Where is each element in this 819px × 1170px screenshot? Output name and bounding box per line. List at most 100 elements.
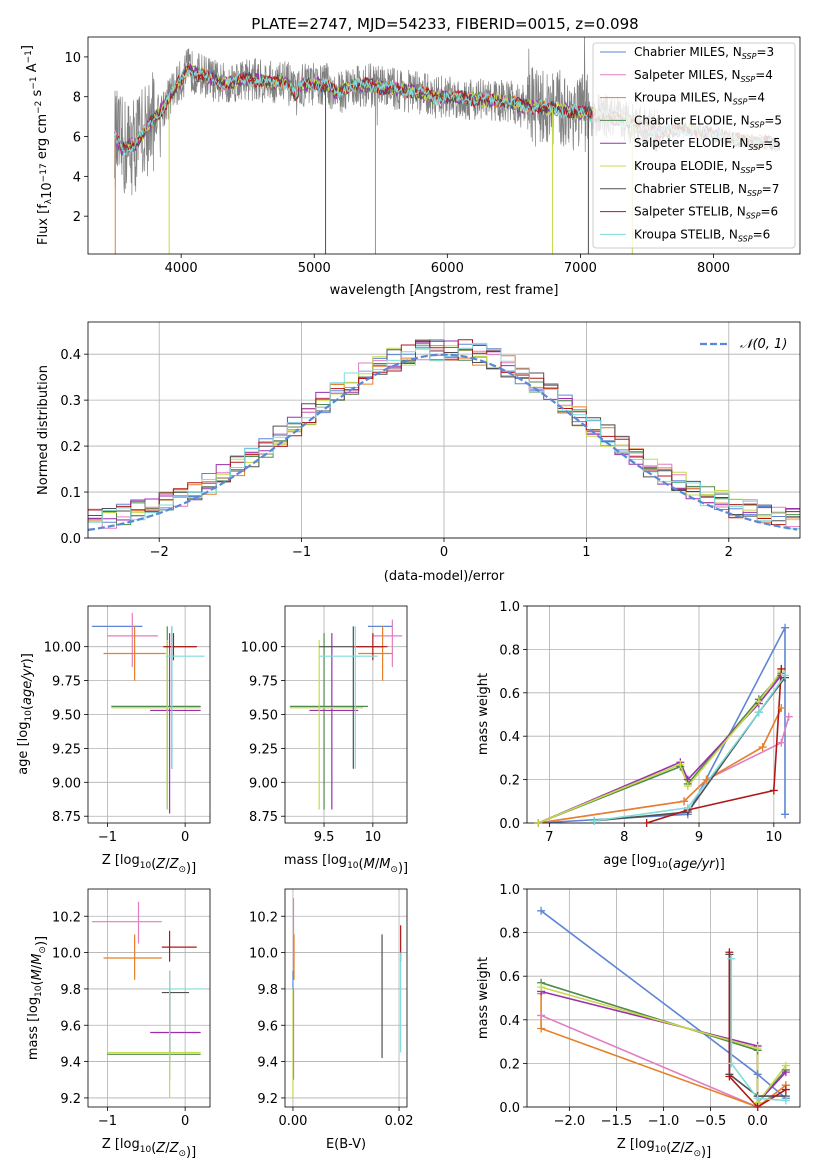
series-marker	[753, 1070, 762, 1079]
series-line-krou_elodie	[537, 670, 782, 823]
series-marker	[781, 623, 790, 632]
label-part: )]	[398, 861, 408, 876]
label-part: −2	[34, 101, 44, 114]
series-marker	[754, 708, 763, 717]
series-marker	[777, 664, 786, 673]
label-part: erg cm	[35, 114, 50, 163]
axes-frame	[87, 36, 801, 255]
legend-box	[592, 42, 796, 249]
legend-label: Salpeter STELIB, NSSP=6	[634, 205, 778, 221]
label-part: )]	[701, 1145, 711, 1160]
y-axis-label: age [log10(age/yr)]	[16, 653, 35, 775]
x-tick-label: 7000	[564, 261, 597, 276]
legend-sub: SSP	[733, 98, 748, 107]
y-tick-label: 9.6	[257, 1019, 278, 1034]
y-tick-label: 0.6	[499, 970, 520, 985]
y-tick-label: 8	[73, 91, 81, 106]
series-line-salp_elodie	[537, 674, 782, 823]
axes-frame	[87, 605, 211, 824]
x-tick-label: 8000	[697, 261, 730, 276]
label-part: Z [log	[102, 853, 140, 868]
y-axis-label: mass weight	[476, 673, 491, 755]
label-part: −1	[29, 76, 39, 89]
label-part: )]	[20, 653, 35, 663]
x-tick-label: 10	[766, 830, 783, 845]
label-part: mass [log	[284, 853, 347, 868]
series-marker	[642, 819, 651, 827]
x-tick-label: 8	[620, 830, 628, 845]
plot-area	[88, 339, 800, 531]
plot-area	[537, 627, 790, 823]
label-part: −17	[39, 163, 49, 182]
legend-sub: SSP	[741, 75, 756, 84]
x-tick-label: −1.0	[648, 1114, 680, 1129]
y-tick-label: 9.2	[257, 1092, 278, 1107]
spectrum-plot: 4000 5000 6000 7000 8000 2 4 6 8 10 wavelength [An…	[20, 36, 801, 298]
label-part: Z	[684, 1141, 695, 1156]
axes-frame	[526, 888, 801, 1108]
y-tick-label: 1.0	[499, 883, 520, 898]
legend-sub: SSP	[750, 120, 765, 129]
label-part: Z	[169, 1141, 180, 1156]
x-axis-label: Z [log10(Z/Z⊙)]	[102, 1137, 196, 1160]
x-tick-label: 0	[440, 545, 448, 560]
y-tick-label: 0.0	[499, 1101, 520, 1116]
label-part: ⊙	[693, 1149, 701, 1159]
x-tick-label: 9.5	[314, 830, 335, 845]
axes-frame	[526, 605, 801, 824]
label-part: M	[30, 954, 45, 965]
series-marker	[753, 1044, 762, 1053]
label-part: 10	[347, 861, 359, 871]
series-marker	[725, 948, 734, 957]
x-axis-label: Z [log10(Z/Z⊙)]	[617, 1137, 711, 1160]
series-marker	[683, 782, 692, 791]
y-tick-label: 9.8	[257, 983, 278, 998]
x-tick-label: −1	[98, 1114, 117, 1129]
legend-text: =3	[756, 45, 774, 59]
x-tick-label: 1	[582, 545, 590, 560]
y-tick-label: 0.2	[499, 774, 520, 789]
series-marker	[534, 819, 543, 827]
legend-label: Kroupa MILES, NSSP=4	[634, 91, 765, 107]
y-tick-label: 0.8	[499, 927, 520, 942]
y-tick-label: 0.0	[60, 532, 81, 547]
label-part: M	[379, 857, 390, 872]
label-part: ⊙	[390, 865, 398, 875]
legend-label: Kroupa STELIB, NSSP=6	[634, 227, 770, 243]
series-marker	[781, 1096, 790, 1105]
y-tick-label: 0.4	[499, 730, 520, 745]
series-marker	[537, 1024, 546, 1033]
x-tick-label: 6000	[431, 261, 464, 276]
y-tick-label: 9.4	[60, 1056, 81, 1071]
legend-text: =6	[760, 205, 778, 219]
legend-text: Kroupa STELIB, N	[634, 227, 738, 241]
label-part: (	[151, 857, 156, 872]
x-axis-label: E(B-V)	[326, 1137, 366, 1152]
label-part: age/yr	[673, 857, 716, 872]
legend-text: =5	[764, 113, 782, 127]
legend-sub: SSP	[738, 234, 753, 243]
label-part: Z	[169, 857, 180, 872]
series-marker	[702, 775, 711, 784]
x-tick-label: 0	[181, 830, 189, 845]
y-tick-label: 0.0	[499, 817, 520, 832]
y-tick-label: 9.4	[257, 1056, 278, 1071]
x-tick-label: −1	[292, 545, 311, 560]
legend-text: Salpeter MILES, N	[634, 68, 741, 82]
axes-frame	[87, 321, 801, 539]
legend-label: Salpeter ELODIE, NSSP=5	[634, 136, 781, 152]
x-tick-label: 0	[181, 1114, 189, 1129]
label-part: ]	[20, 45, 35, 50]
label-part: )]	[186, 1145, 196, 1160]
x-axis-label: mass [log10(M/M⊙)]	[284, 853, 408, 876]
observed-spectrum	[114, 37, 661, 196]
plot-area	[292, 898, 402, 1098]
series-line-krou_stelib	[730, 958, 786, 1102]
series-marker	[753, 1103, 762, 1111]
series-marker	[727, 1059, 736, 1068]
legend-text: Kroupa MILES, N	[634, 91, 733, 105]
label-part: Z [log	[102, 1137, 140, 1152]
label-part: s	[30, 89, 45, 100]
legend-label: Chabrier ELODIE, NSSP=5	[634, 113, 782, 129]
